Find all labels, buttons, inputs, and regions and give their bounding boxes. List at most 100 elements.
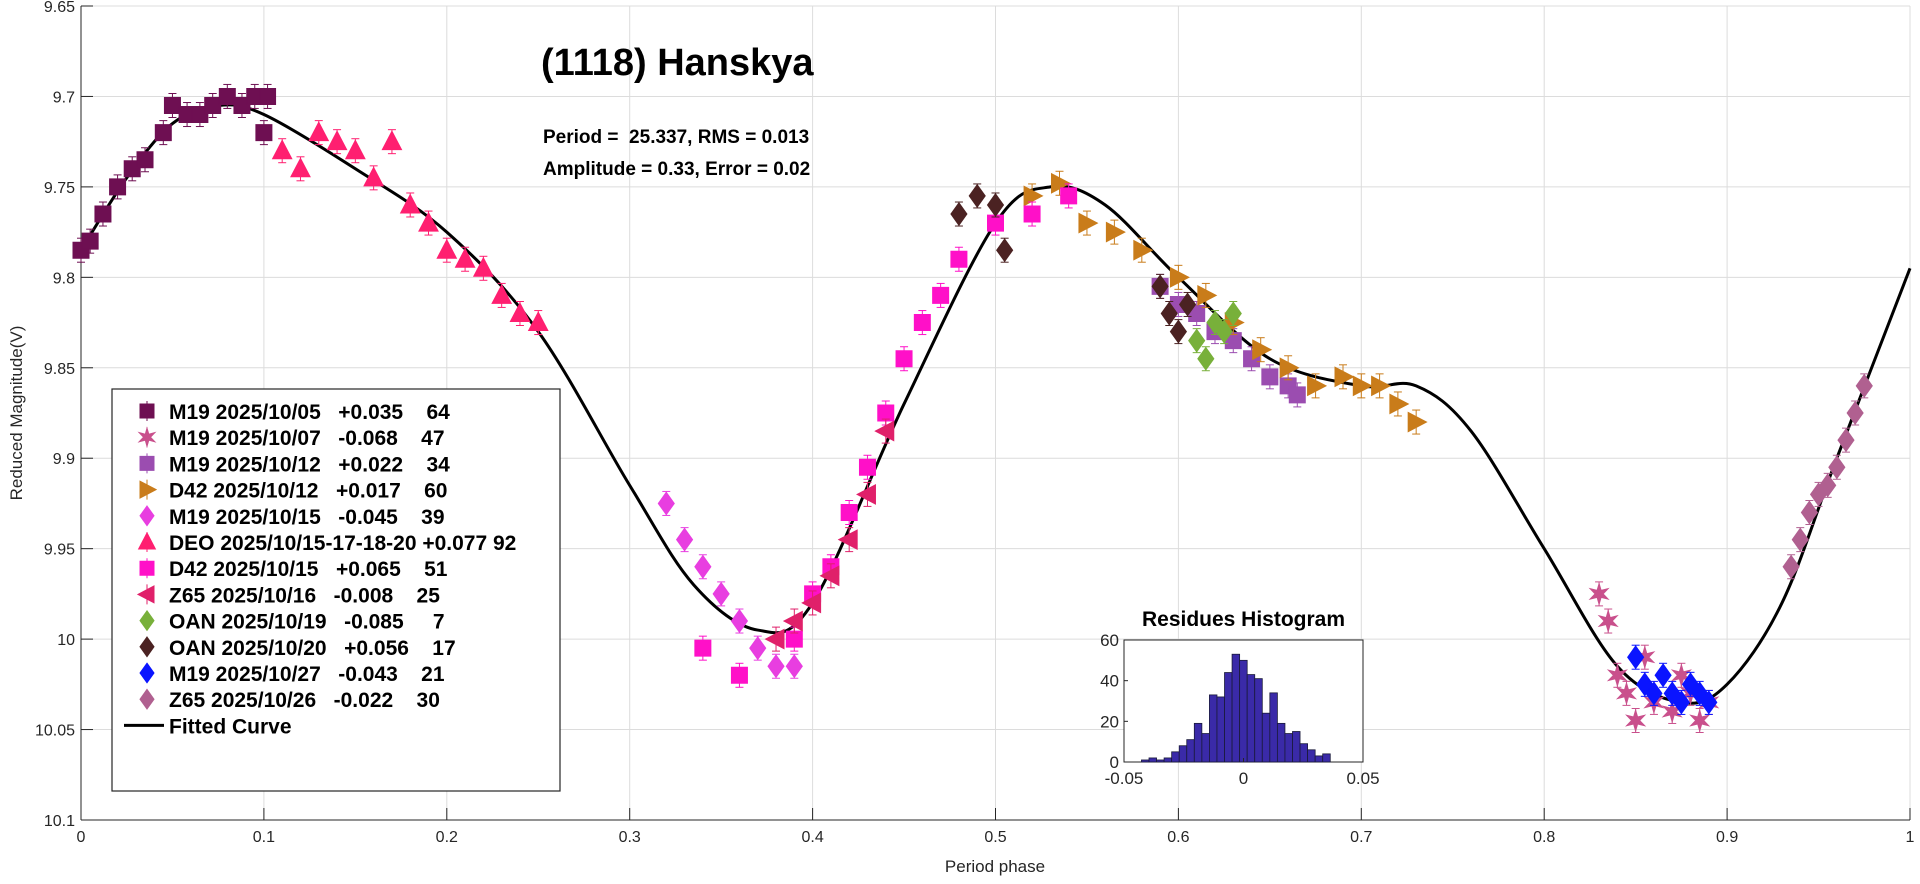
data-point (932, 286, 950, 304)
data-point (1261, 368, 1279, 386)
data-point (1352, 375, 1373, 397)
x-tick-label: 0.8 (1533, 829, 1555, 846)
data-point (968, 183, 986, 208)
data-point (730, 666, 748, 684)
hist-y-tick-label: 0 (1110, 753, 1119, 772)
data-point (527, 311, 549, 332)
histogram-bar (1261, 712, 1271, 763)
histogram-bar (1299, 743, 1308, 763)
data-point (1407, 411, 1428, 433)
data-point (290, 157, 311, 178)
data-point (81, 232, 99, 250)
data-point (1023, 205, 1041, 223)
data-point (801, 592, 822, 614)
legend-entry: M19 2025/10/12 +0.022 34 (169, 453, 450, 476)
data-point (204, 96, 222, 114)
y-tick-label: 9.85 (44, 361, 75, 378)
data-point (123, 160, 141, 178)
data-point (1133, 239, 1154, 261)
data-point (233, 96, 251, 114)
data-point (326, 130, 348, 151)
data-point (1670, 663, 1692, 688)
legend-entry: D42 2025/10/15 +0.065 51 (169, 558, 448, 581)
data-point (764, 628, 785, 650)
histogram-title: Residues Histogram (1142, 608, 1345, 631)
legend-marker (137, 426, 157, 449)
data-point (987, 214, 1004, 232)
data-point (950, 250, 968, 268)
histogram-bar (1163, 757, 1173, 763)
x-axis-label: Period phase (945, 857, 1045, 876)
x-tick-label: 0.7 (1350, 829, 1372, 846)
legend-marker (139, 505, 155, 527)
data-point (1307, 375, 1328, 397)
y-tick-label: 9.75 (44, 180, 75, 197)
data-point (785, 654, 803, 679)
y-tick-label: 9.9 (53, 451, 75, 468)
data-point (895, 350, 913, 368)
data-point (858, 458, 876, 476)
data-point (344, 139, 366, 160)
histogram-bar (1307, 749, 1316, 763)
hist-y-tick-label: 40 (1100, 672, 1119, 691)
fitted-curve (79, 103, 1912, 705)
data-point (1597, 608, 1619, 634)
data-point (950, 201, 968, 227)
data-point (1215, 319, 1233, 344)
data-point (1169, 266, 1190, 288)
y-axis-label: Reduced Magnitude(V) (7, 326, 26, 501)
data-point (1606, 663, 1628, 688)
data-points (72, 83, 1873, 734)
data-point (1160, 301, 1178, 326)
data-point (1672, 690, 1690, 715)
legend-entry: M19 2025/10/27 -0.043 21 (169, 663, 445, 686)
data-point (1197, 284, 1218, 306)
histogram-bar (1314, 755, 1324, 763)
histogram-bar (1186, 739, 1195, 763)
data-point (491, 283, 513, 304)
hist-y-tick-label: 20 (1100, 712, 1119, 731)
y-tick-label: 9.7 (53, 89, 75, 106)
data-point (1105, 221, 1126, 243)
legend-entry: M19 2025/10/05 +0.035 64 (169, 401, 450, 424)
data-point (509, 302, 531, 323)
data-point (1588, 581, 1610, 607)
histogram-bar (1193, 722, 1203, 763)
data-point (399, 193, 421, 214)
histogram-bar (1231, 653, 1241, 763)
x-tick-label: 0.1 (253, 829, 275, 846)
histogram-bar (1269, 692, 1278, 763)
data-point (767, 654, 785, 679)
hist-x-tick-label: 0 (1239, 769, 1248, 788)
histogram-bar (1292, 731, 1301, 763)
y-tick-label: 9.65 (44, 0, 75, 16)
data-point (996, 238, 1014, 263)
data-point (418, 211, 439, 232)
series-10 (1627, 644, 1718, 715)
data-point (136, 151, 154, 169)
data-point (163, 96, 181, 114)
x-tick-label: 0.2 (436, 829, 458, 846)
chart-title: (1118) Hanskya (541, 42, 814, 84)
data-point (381, 130, 403, 151)
data-point (454, 247, 476, 268)
data-point (1023, 185, 1044, 207)
histogram-bar (1209, 694, 1218, 763)
data-point (191, 106, 209, 124)
data-point (94, 205, 112, 223)
axes: 0 0.1 0.2 0.3 0.4 0.5 0.6 0.7 0.8 0.9 1 9.65 9.7 9.75… (35, 0, 1915, 846)
legend-marker (137, 531, 157, 550)
legend-entry-fitted: Fitted Curve (169, 715, 292, 738)
data-point (1371, 375, 1392, 397)
legend-marker (139, 636, 155, 658)
series-4 (657, 490, 803, 679)
legend-marker (139, 662, 155, 684)
data-point (986, 192, 1005, 218)
legend-marker (136, 585, 155, 604)
series-6 (694, 183, 1078, 688)
data-point (840, 503, 858, 521)
data-point (694, 554, 712, 579)
data-point (1169, 319, 1188, 344)
